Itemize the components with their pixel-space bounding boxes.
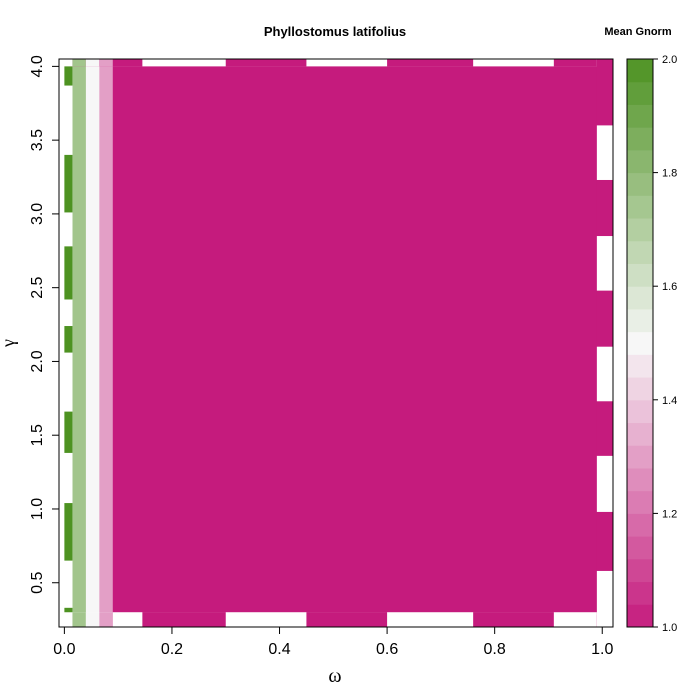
heat-row-bottom-c3	[99, 612, 113, 627]
heat-gap-right-3	[596, 236, 614, 291]
legend-swatch	[627, 445, 653, 469]
heat-cell-green-6	[64, 66, 73, 86]
y-tick-label: 2.5	[29, 276, 46, 298]
legend-swatch	[627, 604, 653, 628]
y-tick-label: 3.5	[29, 129, 46, 151]
y-tick-label: 0.5	[29, 572, 46, 594]
y-tick-label: 1.0	[29, 498, 46, 520]
legend-swatch	[627, 218, 653, 242]
heat-gap-bottom-0	[112, 612, 143, 628]
heat-gap-top-2	[473, 58, 554, 67]
y-tick-label: 2.0	[29, 350, 46, 372]
legend-swatch	[627, 558, 653, 583]
x-tick-label: 1.0	[591, 641, 613, 658]
x-axis: 0.0 0.2 0.4 0.6 0.8 1.0	[53, 627, 613, 658]
legend-tick-label: 1.4	[662, 395, 677, 407]
heat-gap-bottom-3	[553, 612, 597, 628]
chart-title: Phyllostomus latifolius	[264, 24, 406, 39]
heat-cell-green-2	[64, 411, 73, 453]
legend-swatch	[627, 149, 653, 174]
legend-swatch	[627, 286, 653, 310]
heat-row-top-c1	[72, 59, 86, 67]
legend-swatch	[627, 581, 653, 605]
color-legend: 1.0 1.2 1.4 1.6 1.8 2.0	[626, 54, 677, 634]
legend-swatch	[627, 467, 653, 492]
heat-gap-top-1	[306, 58, 388, 67]
heat-cell-green-4	[64, 246, 73, 300]
legend-tick-label: 1.2	[662, 508, 677, 520]
legend-swatch	[627, 422, 653, 446]
y-tick-label: 4.0	[29, 55, 46, 77]
legend-swatch	[627, 240, 653, 264]
legend-swatch	[627, 308, 653, 333]
heat-cell-green-0	[64, 607, 73, 613]
legend-swatch	[627, 104, 653, 128]
legend-swatch	[627, 399, 653, 424]
legend-swatch	[627, 377, 653, 401]
x-tick-label: 0.2	[161, 641, 183, 658]
x-tick-label: 0.4	[268, 641, 290, 658]
x-axis-label: ω	[328, 665, 341, 687]
y-tick-label: 3.0	[29, 203, 46, 225]
x-tick-label: 0.8	[484, 641, 506, 658]
legend-title: Mean Gnorm	[604, 26, 671, 38]
heat-column-1	[72, 66, 87, 613]
heat-gap-right-2	[596, 346, 614, 402]
heat-column-3	[99, 66, 114, 613]
legend-swatch	[627, 59, 653, 83]
legend-tick-label: 2.0	[662, 54, 677, 66]
heat-gap-right-4	[596, 125, 614, 180]
x-tick-label: 0.6	[376, 641, 398, 658]
heat-row-bottom-c2	[85, 612, 100, 627]
heat-row-top-c3	[99, 59, 113, 67]
legend-swatch	[627, 354, 653, 378]
heat-column-2	[85, 66, 100, 613]
legend-swatch	[627, 172, 653, 196]
heat-cell-green-1	[64, 503, 73, 561]
y-axis: 0.5 1.0 1.5 2.0 2.5 3.0 3.5 4.0	[29, 55, 59, 594]
legend-swatch	[627, 127, 653, 151]
heatmap-cells	[64, 58, 614, 628]
legend-tick-label: 1.8	[662, 168, 677, 180]
legend-swatch	[627, 513, 653, 537]
legend-swatch	[627, 195, 653, 219]
heat-cell-green-5	[64, 154, 73, 213]
legend-swatch	[627, 81, 653, 105]
heat-gap-bottom-2	[387, 612, 474, 628]
legend-swatch	[627, 263, 653, 287]
heat-gap-right-1	[596, 455, 614, 512]
heat-cell-green-3	[64, 326, 73, 353]
legend-frame	[626, 58, 654, 628]
heat-gap-top-0	[142, 58, 226, 67]
heat-row-top-c2	[85, 59, 100, 67]
heat-gap-right-bottom	[596, 612, 614, 628]
legend-swatch	[627, 536, 653, 560]
legend-tick-label: 1.6	[662, 281, 677, 293]
plot-frame	[58, 58, 614, 628]
legend-swatch	[627, 331, 653, 355]
heat-column-4	[112, 66, 598, 613]
heat-row-bottom-c1	[72, 612, 86, 627]
y-tick-label: 1.5	[29, 424, 46, 446]
legend-swatch	[627, 490, 653, 514]
x-tick-label: 0.0	[53, 641, 75, 658]
heat-gap-right-0	[596, 570, 614, 616]
y-axis-label: γ	[0, 339, 18, 348]
heat-gap-bottom-1	[225, 612, 307, 628]
heat-row-bottom-main	[112, 612, 597, 627]
legend-tick-label: 1.0	[662, 622, 677, 634]
